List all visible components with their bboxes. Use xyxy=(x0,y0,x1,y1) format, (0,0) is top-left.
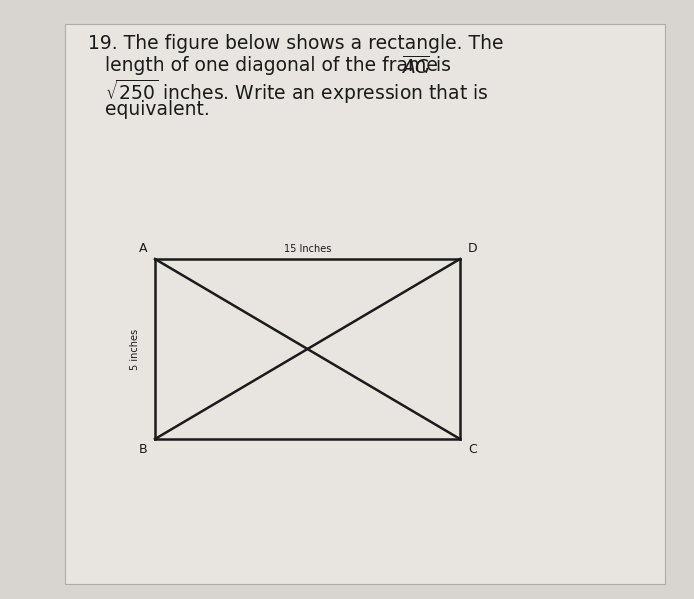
Text: D: D xyxy=(468,242,477,255)
Text: 19. The figure below shows a rectangle. The: 19. The figure below shows a rectangle. … xyxy=(88,34,504,53)
Bar xyxy=(65,24,665,584)
Text: 5 inches: 5 inches xyxy=(130,328,140,370)
Text: C: C xyxy=(468,443,477,456)
Text: equivalent.: equivalent. xyxy=(105,100,210,119)
Text: length of one diagonal of the frame: length of one diagonal of the frame xyxy=(105,56,444,75)
Text: , is: , is xyxy=(424,56,451,75)
Text: B: B xyxy=(138,443,147,456)
Text: 15 Inches: 15 Inches xyxy=(284,244,331,254)
Text: $\sqrt{250}$ inches. Write an expression that is: $\sqrt{250}$ inches. Write an expression… xyxy=(105,78,489,106)
Text: A: A xyxy=(139,242,147,255)
Text: $\overline{AC}$: $\overline{AC}$ xyxy=(401,56,430,78)
